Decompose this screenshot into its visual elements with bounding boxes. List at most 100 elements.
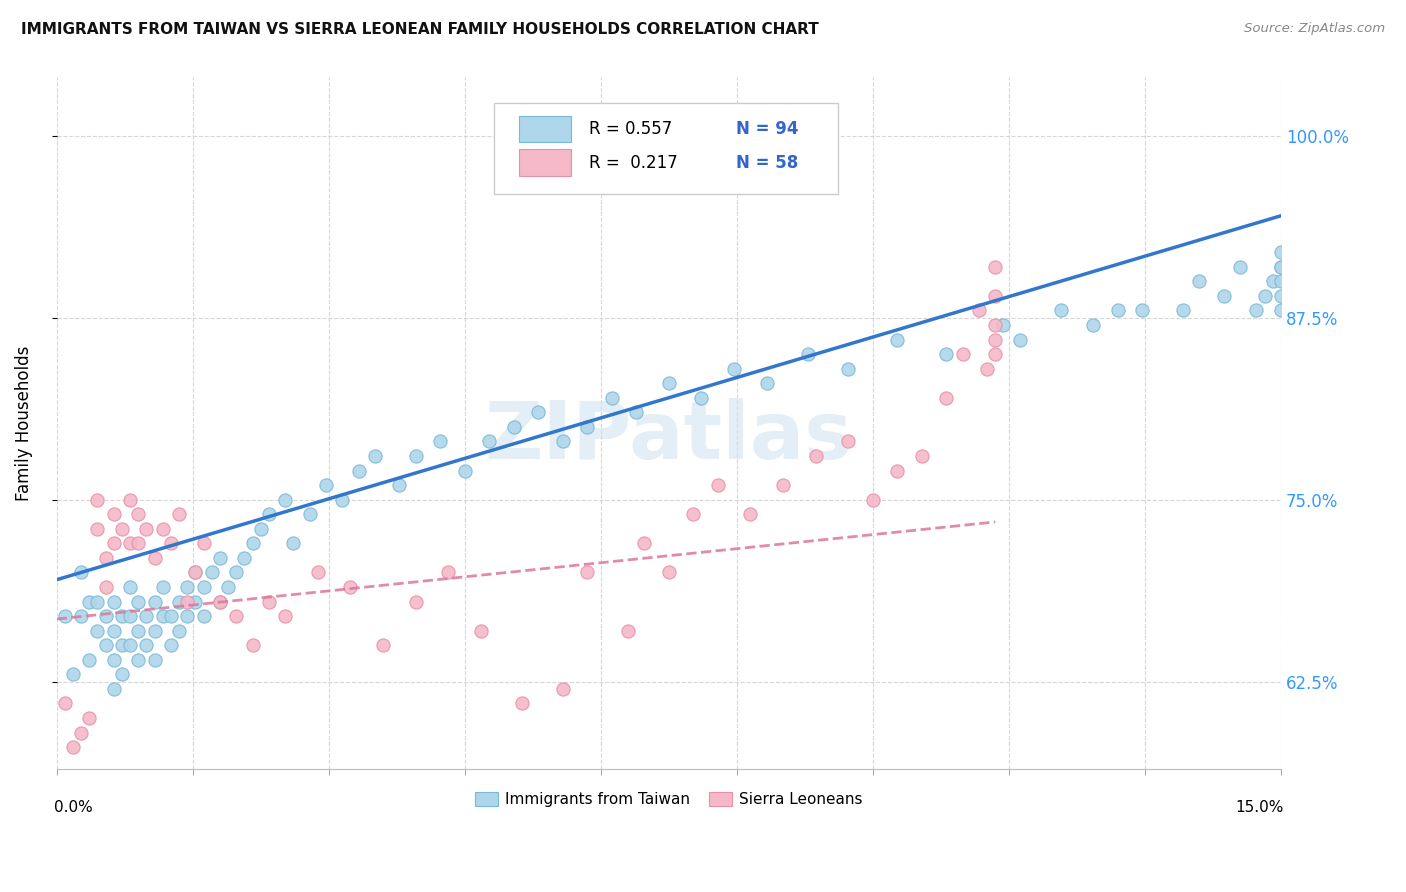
Point: [135, 638, 157, 652]
Point: [551, 434, 574, 449]
Point: [388, 478, 411, 492]
Point: [804, 449, 827, 463]
Point: [429, 434, 451, 449]
Point: [1188, 274, 1211, 288]
Point: [111, 609, 134, 624]
Point: [257, 507, 280, 521]
Point: [984, 318, 1007, 332]
Point: [706, 478, 728, 492]
Point: [478, 434, 501, 449]
Point: [935, 391, 957, 405]
Point: [86, 624, 108, 638]
Point: [242, 638, 264, 652]
Point: [1008, 333, 1031, 347]
Point: [755, 376, 778, 391]
Point: [510, 697, 533, 711]
Point: [127, 594, 149, 608]
Point: [152, 522, 174, 536]
Point: [249, 522, 271, 536]
FancyBboxPatch shape: [519, 149, 571, 176]
Point: [527, 405, 550, 419]
Point: [217, 580, 239, 594]
Point: [315, 478, 337, 492]
Point: [120, 638, 142, 652]
Point: [233, 550, 256, 565]
Text: N = 58: N = 58: [737, 153, 799, 171]
Point: [993, 318, 1015, 332]
Point: [94, 638, 117, 652]
Point: [576, 420, 599, 434]
Point: [111, 667, 134, 681]
Point: [77, 653, 100, 667]
Point: [274, 492, 297, 507]
Point: [160, 536, 183, 550]
Point: [796, 347, 818, 361]
Point: [127, 536, 149, 550]
Point: [103, 594, 125, 608]
Point: [152, 609, 174, 624]
Point: [624, 405, 647, 419]
Point: [143, 624, 166, 638]
Point: [143, 594, 166, 608]
Point: [160, 609, 183, 624]
Point: [201, 566, 224, 580]
Point: [405, 594, 427, 608]
Point: [1049, 303, 1071, 318]
Text: Source: ZipAtlas.com: Source: ZipAtlas.com: [1244, 22, 1385, 36]
Point: [135, 609, 157, 624]
Point: [952, 347, 974, 361]
Point: [1107, 303, 1129, 318]
Point: [1270, 303, 1292, 318]
Point: [193, 580, 215, 594]
Point: [339, 580, 361, 594]
Point: [723, 361, 745, 376]
Point: [242, 536, 264, 550]
Point: [617, 624, 640, 638]
Point: [600, 391, 623, 405]
Point: [886, 333, 908, 347]
Point: [103, 536, 125, 550]
Point: [62, 740, 84, 755]
FancyBboxPatch shape: [519, 116, 571, 143]
Point: [193, 609, 215, 624]
Point: [772, 478, 794, 492]
Point: [94, 550, 117, 565]
Point: [94, 609, 117, 624]
Point: [364, 449, 387, 463]
Point: [208, 594, 231, 608]
Point: [86, 522, 108, 536]
Text: R = 0.557: R = 0.557: [589, 120, 672, 138]
Point: [551, 681, 574, 696]
Point: [347, 464, 370, 478]
Point: [167, 624, 190, 638]
Point: [454, 464, 477, 478]
Point: [120, 536, 142, 550]
Point: [184, 566, 207, 580]
Point: [330, 492, 353, 507]
Text: R =  0.217: R = 0.217: [589, 153, 678, 171]
Point: [184, 594, 207, 608]
Point: [257, 594, 280, 608]
Point: [62, 667, 84, 681]
Point: [298, 507, 321, 521]
Point: [103, 681, 125, 696]
Point: [103, 624, 125, 638]
Point: [120, 492, 142, 507]
Point: [111, 522, 134, 536]
Point: [120, 580, 142, 594]
Point: [127, 653, 149, 667]
Point: [176, 609, 198, 624]
Point: [152, 580, 174, 594]
Point: [405, 449, 427, 463]
Point: [371, 638, 394, 652]
Point: [1253, 289, 1275, 303]
Point: [1261, 274, 1284, 288]
Y-axis label: Family Households: Family Households: [15, 345, 32, 501]
Point: [1270, 289, 1292, 303]
Point: [976, 361, 998, 376]
Point: [502, 420, 524, 434]
Legend: Immigrants from Taiwan, Sierra Leoneans: Immigrants from Taiwan, Sierra Leoneans: [468, 786, 869, 814]
Point: [70, 609, 93, 624]
Point: [1229, 260, 1251, 274]
Point: [53, 697, 76, 711]
